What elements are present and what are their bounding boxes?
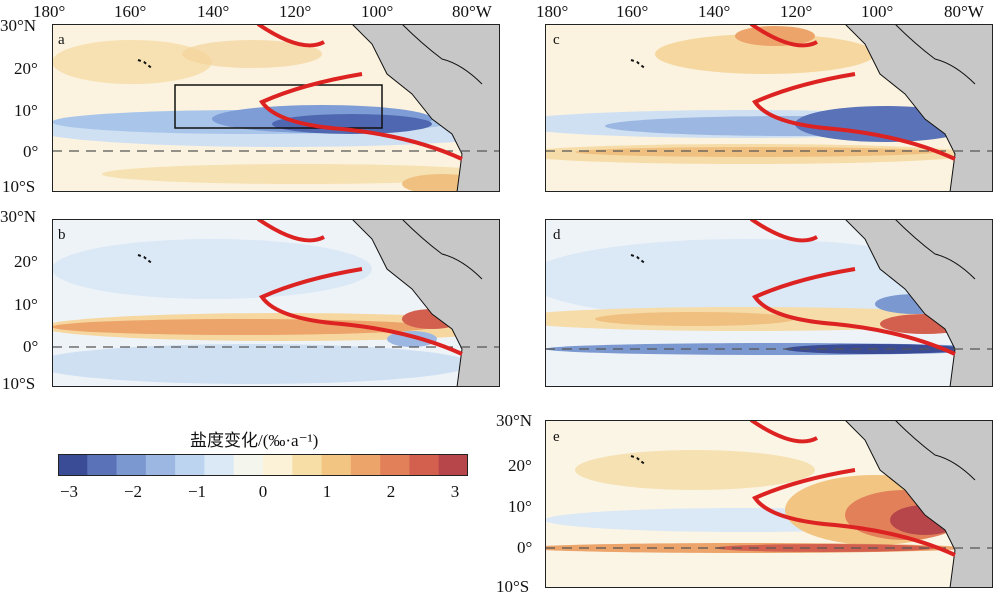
lat-label-a-20: 20°: [14, 59, 38, 78]
lat-label-e-10s: 10°S: [496, 577, 530, 596]
colorbar-swatch: [233, 454, 264, 476]
colorbar-swatch: [145, 454, 176, 476]
lat-label-e-0: 0°: [517, 538, 533, 557]
colorbar-tick-neg1: −1: [187, 482, 207, 501]
colorbar-tick-3: 3: [450, 482, 460, 501]
lat-label-e-20: 20°: [508, 456, 532, 475]
colorbar-swatch: [321, 454, 352, 476]
colorbar-swatch: [175, 454, 205, 476]
colorbar-swatch: [204, 454, 235, 476]
colorbar-border: [58, 454, 468, 476]
colorbar-swatch: [438, 454, 468, 476]
lon-label-c-100: 100°: [861, 2, 894, 21]
colorbar-swatch: [350, 454, 381, 476]
colorbar-tick-1: 1: [322, 482, 332, 501]
lat-label-e-10: 10°: [508, 497, 532, 516]
lon-label-a-140: 140°: [197, 2, 230, 21]
colorbar-tick-neg2: −2: [123, 482, 143, 501]
map-panel-e: [545, 420, 993, 588]
colorbar-swatch: [116, 454, 147, 476]
colorbar-title: 盐度变化/(‰·a⁻¹): [190, 431, 319, 450]
panel-letter-e: e: [553, 429, 560, 445]
lon-label-c-120: 120°: [780, 2, 813, 21]
lat-label-b-30n: 30°N: [0, 207, 37, 226]
lon-label-c-180: 180°: [536, 2, 569, 21]
colorbar-swatch: [87, 454, 118, 476]
lat-label-b-0: 0°: [23, 337, 39, 356]
lon-label-a-80w: 80°W: [452, 2, 492, 21]
lon-label-c-80w: 80°W: [944, 2, 984, 21]
lon-label-c-140: 140°: [698, 2, 731, 21]
colorbar-tick-2: 2: [386, 482, 396, 501]
lat-label-a-10: 10°: [14, 101, 38, 120]
panel-letter-c: c: [553, 32, 560, 48]
panel-letter-d: d: [553, 227, 561, 243]
lon-label-a-120: 120°: [279, 2, 312, 21]
colorbar-swatch: [263, 454, 293, 476]
lat-label-b-10: 10°: [14, 295, 38, 314]
colorbar-swatch: [409, 454, 440, 476]
panel-letter-b: b: [58, 227, 66, 243]
lat-label-b-10s: 10°S: [2, 374, 36, 393]
colorbar-swatch: [292, 454, 323, 476]
map-panel-c: [545, 24, 993, 192]
map-panel-a: [52, 24, 500, 192]
lon-label-a-100: 100°: [361, 2, 394, 21]
lat-label-a-10s: 10°S: [2, 177, 36, 196]
lat-label-a-0: 0°: [23, 142, 39, 161]
map-panel-b: [52, 219, 500, 387]
panel-letter-a: a: [58, 32, 65, 48]
colorbar-swatch: [58, 454, 88, 476]
colorbar-tick-neg3: −3: [59, 482, 79, 501]
colorbar-swatch: [380, 454, 410, 476]
colorbar-tick-0: 0: [258, 482, 268, 501]
lon-label-c-160: 160°: [616, 2, 649, 21]
lat-label-a-30n: 30°N: [0, 16, 37, 35]
lat-label-e-30n: 30°N: [496, 411, 533, 430]
colorbar: [58, 454, 468, 476]
lon-label-a-180: 180°: [33, 2, 66, 21]
lat-label-b-20: 20°: [14, 252, 38, 271]
lon-label-a-160: 160°: [114, 2, 147, 21]
map-panel-d: [545, 219, 993, 387]
